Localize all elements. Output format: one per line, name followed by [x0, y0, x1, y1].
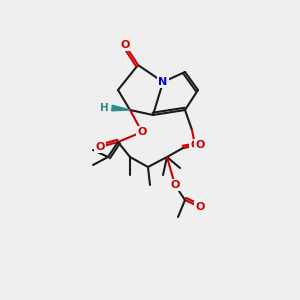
Text: O: O	[170, 180, 180, 190]
Text: O: O	[190, 140, 200, 150]
Polygon shape	[112, 105, 130, 111]
Text: O: O	[195, 140, 205, 150]
Text: O: O	[120, 40, 130, 50]
Text: O: O	[195, 202, 205, 212]
Text: O: O	[95, 142, 105, 152]
Text: N: N	[158, 77, 168, 87]
Text: H: H	[100, 103, 108, 113]
Text: O: O	[137, 127, 147, 137]
